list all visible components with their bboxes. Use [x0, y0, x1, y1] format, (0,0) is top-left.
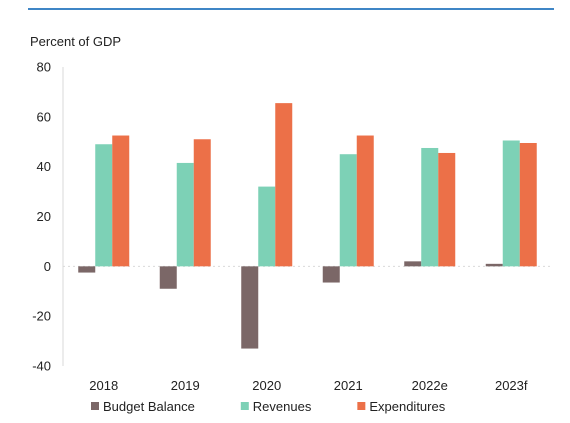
legend-swatch	[240, 402, 249, 410]
y-tick-label: 60	[37, 109, 51, 124]
x-tick-label: 2019	[171, 378, 200, 393]
bar-revenues	[95, 144, 113, 267]
legend-label: Budget Balance	[103, 399, 195, 414]
x-tick-label: 2021	[334, 378, 363, 393]
bar-expenditures	[112, 135, 130, 267]
x-tick-label: 2023f	[495, 378, 528, 393]
y-tick-label: -40	[32, 359, 51, 374]
bar-expenditures	[356, 135, 374, 267]
y-tick-label: 80	[37, 60, 51, 75]
header-rule	[28, 8, 554, 10]
bar-revenues	[258, 186, 276, 267]
bar-revenues	[176, 162, 194, 267]
bar-expenditures	[193, 139, 211, 267]
bar-expenditures	[519, 142, 537, 267]
bar-revenues	[339, 154, 357, 267]
bar-budget-balance	[322, 266, 340, 283]
y-tick-label: 20	[37, 209, 51, 224]
x-tick-label: 2022e	[412, 378, 448, 393]
legend-label: Expenditures	[369, 399, 445, 414]
bar-revenues	[421, 147, 439, 267]
y-tick-label: -20	[32, 309, 51, 324]
bar-budget-balance	[78, 266, 96, 273]
bar-budget-balance	[159, 266, 177, 289]
bar-budget-balance	[404, 261, 422, 267]
bar-budget-balance	[485, 263, 503, 267]
x-tick-label: 2018	[89, 378, 118, 393]
bar-budget-balance	[241, 266, 259, 349]
x-tick-label: 2020	[252, 378, 281, 393]
y-tick-label: 0	[44, 259, 51, 274]
bar-revenues	[502, 140, 520, 267]
bar-expenditures	[275, 103, 293, 267]
legend-swatch	[91, 402, 99, 410]
legend-swatch	[357, 402, 366, 410]
legend-label: Revenues	[253, 399, 312, 414]
bar-expenditures	[438, 152, 456, 267]
y-tick-label: 40	[37, 159, 51, 174]
y-axis-label: Percent of GDP	[30, 34, 122, 49]
